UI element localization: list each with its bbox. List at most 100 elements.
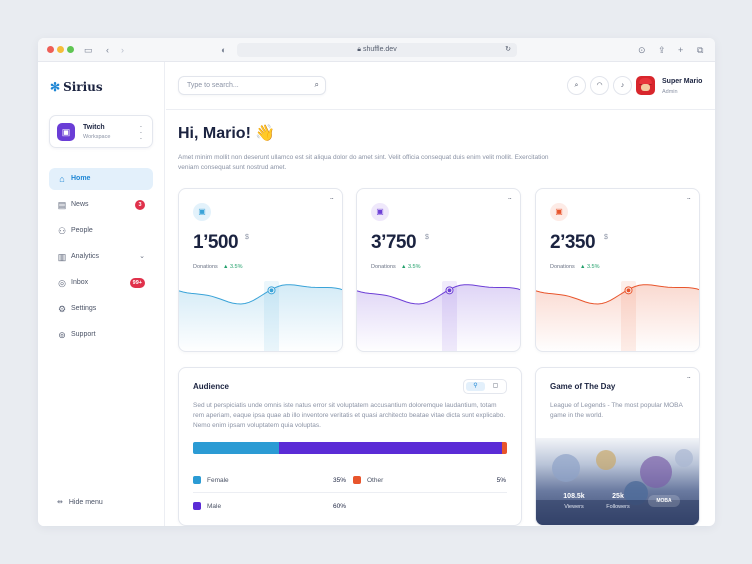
browser-toolbar: ▭ ‹ › ◐ 🔒︎ shuffle.dev ↻ ⊙ ⇪ + ⧉ xyxy=(38,38,715,62)
address-text: shuffle.dev xyxy=(362,46,397,53)
more-icon[interactable]: ·· xyxy=(507,194,512,203)
sidebar-item-support[interactable]: ⊚ Support xyxy=(49,324,153,346)
sparkline-marker xyxy=(447,288,452,293)
audience-view-toggle[interactable]: ⚲ ▢ xyxy=(463,379,507,394)
search-placeholder: Type to search... xyxy=(187,82,239,89)
stat-value: 2’350 xyxy=(550,232,596,253)
sidebar-item-label: People xyxy=(71,227,93,234)
stat-value: 3’750 xyxy=(371,232,417,253)
browser-window: ▭ ‹ › ◐ 🔒︎ shuffle.dev ↻ ⊙ ⇪ + ⧉ ✻ Sirius… xyxy=(38,38,715,526)
stat-change: ▲ 3.5% xyxy=(401,264,421,270)
audience-bar-other xyxy=(502,442,507,454)
search-input[interactable]: Type to search... ⌕ xyxy=(178,76,326,95)
game-artwork[interactable] xyxy=(536,438,699,525)
audience-bar xyxy=(193,442,507,454)
more-icon[interactable]: ·· xyxy=(686,194,691,203)
sidebar-item-home[interactable]: ⌂ Home xyxy=(49,168,153,190)
microphone-button[interactable]: ♪ xyxy=(613,76,632,95)
stat-card: ▣ ·· 3’750 $ Donations ▲ 3.5% xyxy=(356,188,521,352)
search-icon[interactable]: ⌕ xyxy=(314,80,319,89)
news-count-badge: 3 xyxy=(135,200,145,210)
share-icon[interactable]: ⇪ xyxy=(658,45,666,55)
other-label: Other xyxy=(367,477,384,484)
audience-bar-male xyxy=(279,442,503,454)
other-swatch xyxy=(353,476,361,484)
sidebar-item-settings[interactable]: ⚙ Settings xyxy=(49,298,153,320)
viewers-label: Viewers xyxy=(564,504,584,510)
male-swatch xyxy=(193,502,201,510)
privacy-shield-icon[interactable]: ◐ xyxy=(221,45,227,55)
sidebar: ✻ Sirius ▣ Twitch Workspace · · · ⌂ Home ▤ … xyxy=(38,62,165,526)
download-icon[interactable]: ⊙ xyxy=(638,45,646,55)
address-bar[interactable]: 🔒︎ shuffle.dev ↻ xyxy=(237,43,517,57)
stat-currency: $ xyxy=(604,234,608,241)
viewers-value: 108.5k xyxy=(563,493,585,500)
workspace-sub: Workspace xyxy=(83,134,111,140)
support-icon: ⊚ xyxy=(58,330,66,340)
brand-logo[interactable]: ✻ Sirius xyxy=(50,80,103,94)
tabs-overview-icon[interactable]: ⧉ xyxy=(697,45,704,55)
game-card: Game of The Day ·· League of Legends - T… xyxy=(535,367,700,526)
top-bar: Type to search... ⌕ ⌕ ◠ ♪ Super Mario Ad… xyxy=(166,62,715,110)
more-icon[interactable]: ·· xyxy=(329,194,334,203)
sidebar-item-label: Settings xyxy=(71,305,97,312)
female-percent: 35% xyxy=(332,477,346,484)
minimize-window-button[interactable] xyxy=(57,46,64,53)
sparkline-area xyxy=(179,284,342,351)
sidebar-item-analytics[interactable]: ▥ Analytics ⌄ xyxy=(49,246,153,268)
sidebar-item-people[interactable]: ⚇ People xyxy=(49,220,153,242)
stat-sparkline xyxy=(357,281,520,351)
stat-value: 1’500 xyxy=(193,232,239,253)
twitch-icon: ▣ xyxy=(371,203,389,221)
stat-label: Donations xyxy=(371,264,396,270)
user-name[interactable]: Super Mario xyxy=(662,78,703,85)
more-icon[interactable]: ·· xyxy=(686,373,691,382)
male-label: Male xyxy=(207,503,222,510)
workspace-switcher[interactable]: ▣ Twitch Workspace · · · xyxy=(49,115,153,148)
sidebar-item-news[interactable]: ▤ News 3 xyxy=(49,194,153,216)
bell-icon: ◠ xyxy=(596,82,603,89)
audience-description: Sed ut perspiciatis unde omnis iste natu… xyxy=(193,402,506,429)
game-description: League of Legends - The most popular MOB… xyxy=(550,402,683,419)
forward-icon[interactable]: › xyxy=(121,45,124,55)
sparkline-line xyxy=(536,284,699,305)
microphone-icon: ♪ xyxy=(620,82,625,89)
other-percent: 5% xyxy=(496,477,506,484)
notifications-button[interactable]: ◠ xyxy=(590,76,609,95)
person-icon[interactable]: ⚲ xyxy=(466,382,485,391)
calendar-icon[interactable]: ▢ xyxy=(492,383,499,389)
search-button[interactable]: ⌕ xyxy=(567,76,586,95)
followers-label: Followers xyxy=(606,504,630,510)
sidebar-item-label: Analytics xyxy=(71,253,100,260)
sparkline-marker xyxy=(269,288,274,293)
inbox-count-badge: 99+ xyxy=(129,278,145,288)
collapse-icon: ⇹ xyxy=(57,499,63,506)
stat-card: ▣ ·· 2’350 $ Donations ▲ 3.5% xyxy=(535,188,700,352)
stat-card: ▣ ·· 1’500 $ Donations ▲ 3.5% xyxy=(178,188,343,352)
legend-divider xyxy=(193,492,507,493)
sidebar-item-label: Home xyxy=(71,175,91,182)
stat-currency: $ xyxy=(245,234,249,241)
sidebar-toggle-icon[interactable]: ▭ xyxy=(84,45,93,55)
avatar[interactable] xyxy=(636,76,655,95)
user-role: Admin xyxy=(662,89,678,95)
zoom-window-button[interactable] xyxy=(67,46,74,53)
hide-menu-button[interactable]: ⇹ Hide menu xyxy=(57,498,103,506)
stat-currency: $ xyxy=(425,234,429,241)
twitch-icon: ▣ xyxy=(193,203,211,221)
genre-tag: MOBA xyxy=(648,495,680,507)
twitch-icon: ▣ xyxy=(550,203,568,221)
sparkline-line xyxy=(179,284,342,305)
more-vertical-icon[interactable]: · · · xyxy=(139,122,143,143)
settings-icon: ⚙ xyxy=(57,304,67,314)
hide-menu-label: Hide menu xyxy=(68,499,103,506)
sparkline-marker xyxy=(626,288,631,293)
page-title: Hi, Mario! 👋 xyxy=(178,125,276,142)
close-window-button[interactable] xyxy=(47,46,54,53)
reload-icon[interactable]: ↻ xyxy=(505,46,511,53)
new-tab-icon[interactable]: + xyxy=(678,45,684,55)
inbox-icon: ◎ xyxy=(58,278,66,288)
back-icon[interactable]: ‹ xyxy=(106,45,109,55)
followers-value: 25k xyxy=(612,493,624,500)
sidebar-item-inbox[interactable]: ◎ Inbox 99+ xyxy=(49,272,153,294)
